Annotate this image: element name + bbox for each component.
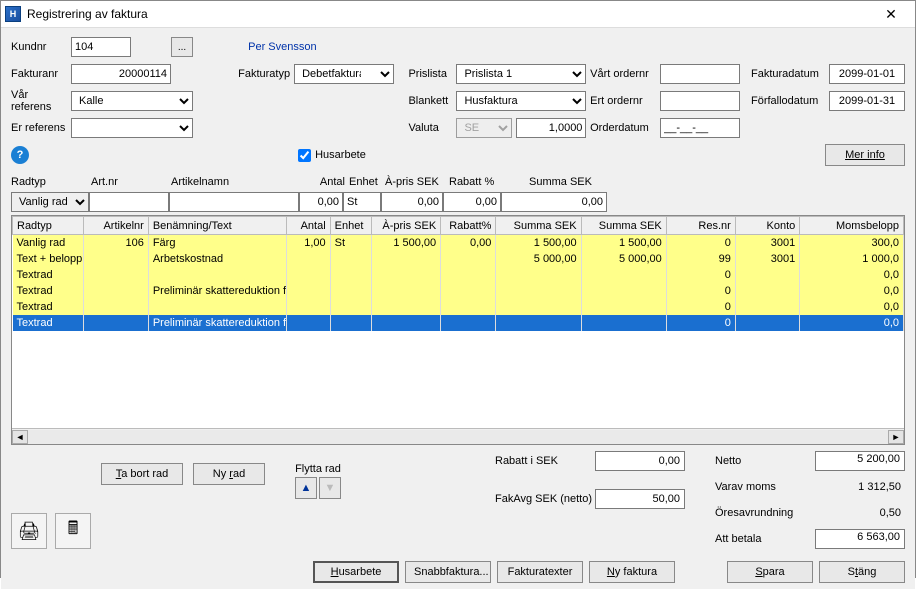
table-row[interactable]: TextradPreliminär skattereduktion f00,0 bbox=[13, 315, 904, 331]
entry-antal-label: Antal bbox=[301, 176, 345, 190]
varref-select[interactable]: Kalle bbox=[71, 91, 193, 111]
erref-select[interactable] bbox=[71, 118, 193, 138]
ta-bort-rad-button[interactable]: Ta bort rad bbox=[101, 463, 183, 485]
prislista-select[interactable]: Prislista 1 bbox=[456, 64, 586, 84]
entry-radtyp-label: Radtyp bbox=[11, 176, 91, 190]
ores-label: Öresavrundning bbox=[715, 507, 815, 519]
grid-header[interactable]: Summa SEK bbox=[581, 217, 666, 235]
fakturadatum-input[interactable] bbox=[829, 64, 905, 84]
move-up-button[interactable]: ▲ bbox=[295, 477, 317, 499]
netto-label: Netto bbox=[715, 455, 815, 467]
window-title: Registrering av faktura bbox=[27, 7, 871, 21]
entry-artnr-label: Art.nr bbox=[91, 176, 171, 190]
fakturanr-label: Fakturanr bbox=[11, 68, 71, 80]
grid-header[interactable]: Konto bbox=[735, 217, 799, 235]
move-down-button[interactable]: ▼ bbox=[319, 477, 341, 499]
fakavg-input[interactable] bbox=[595, 489, 685, 509]
forfallodatum-label: Förfallodatum bbox=[751, 95, 829, 107]
entry-rabatt-input[interactable] bbox=[443, 192, 501, 212]
table-row[interactable]: Textrad00,0 bbox=[13, 267, 904, 283]
entry-summa-input[interactable] bbox=[501, 192, 607, 212]
erref-label: Er referens bbox=[11, 122, 71, 134]
fakturadatum-label: Fakturadatum bbox=[751, 68, 829, 80]
flytta-label: Flytta rad bbox=[295, 463, 341, 475]
blankett-label: Blankett bbox=[408, 95, 456, 107]
grid-header[interactable]: Res.nr bbox=[666, 217, 735, 235]
husarbete-label: Husarbete bbox=[315, 149, 366, 161]
ny-rad-button[interactable]: Ny rad bbox=[193, 463, 265, 485]
spara-button[interactable]: Spara bbox=[727, 561, 813, 583]
moms-label: Varav moms bbox=[715, 481, 815, 493]
entry-artnr-input[interactable] bbox=[89, 192, 169, 212]
app-icon: H bbox=[5, 6, 21, 22]
close-icon[interactable]: ✕ bbox=[871, 1, 911, 27]
orderdatum-input[interactable] bbox=[660, 118, 740, 138]
blankett-select[interactable]: Husfaktura bbox=[456, 91, 586, 111]
entry-artikelnamn-input[interactable] bbox=[169, 192, 299, 212]
help-icon[interactable]: ? bbox=[11, 146, 29, 164]
vartorder-input[interactable] bbox=[660, 64, 740, 84]
mer-info-button[interactable]: Mer info bbox=[825, 144, 905, 166]
entry-rabatt-label: Rabatt % bbox=[449, 176, 509, 190]
grid-header[interactable]: Radtyp bbox=[13, 217, 84, 235]
varref-label: Vår referens bbox=[11, 89, 71, 113]
fakavg-label: FakAvg SEK (netto) bbox=[495, 493, 595, 505]
ny-faktura-button[interactable]: Ny faktura bbox=[589, 561, 675, 583]
valuta-label: Valuta bbox=[408, 122, 456, 134]
forfallodatum-input[interactable] bbox=[829, 91, 905, 111]
grid-header[interactable]: Antal bbox=[286, 217, 330, 235]
grid-header[interactable]: Benämning/Text bbox=[148, 217, 286, 235]
rabatt-sek-label: Rabatt i SEK bbox=[495, 455, 595, 467]
kundnr-input[interactable] bbox=[71, 37, 131, 57]
entry-summa-label: Summa SEK bbox=[509, 176, 599, 190]
table-row[interactable]: Text + beloppArbetskostnad5 000,005 000,… bbox=[13, 251, 904, 267]
grid-header[interactable]: Artikelnr bbox=[84, 217, 148, 235]
print-icon[interactable]: 🖨 bbox=[11, 513, 47, 549]
table-row[interactable]: Vanlig rad106Färg1,00St1 500,000,001 500… bbox=[13, 235, 904, 251]
grid-header[interactable]: Rabatt% bbox=[441, 217, 496, 235]
grid-scrollbar[interactable]: ◄ ► bbox=[12, 428, 904, 444]
invoice-lines-grid[interactable]: RadtypArtikelnrBenämning/TextAntalEnhetÀ… bbox=[12, 216, 904, 331]
fakturatyp-label: Fakturatyp bbox=[238, 68, 294, 80]
fakturatyp-select[interactable]: Debetfaktura bbox=[294, 64, 394, 84]
moms-value: 1 312,50 bbox=[815, 481, 905, 493]
entry-enhet-label: Enhet bbox=[345, 176, 385, 190]
vartorder-label: Vårt ordernr bbox=[590, 68, 660, 80]
ertorder-input[interactable] bbox=[660, 91, 740, 111]
fakturatexter-button[interactable]: Fakturatexter bbox=[497, 561, 583, 583]
entry-enhet-input[interactable] bbox=[343, 192, 381, 212]
grid-header[interactable]: Enhet bbox=[330, 217, 371, 235]
prislista-label: Prislista bbox=[408, 68, 456, 80]
valuta-select: SEK bbox=[456, 118, 512, 138]
calculator-icon[interactable]: 🖩 bbox=[55, 513, 91, 549]
entry-apris-label: À-pris SEK bbox=[385, 176, 449, 190]
kundnr-lookup-button[interactable]: ... bbox=[171, 37, 193, 57]
entry-artikelnamn-label: Artikelnamn bbox=[171, 176, 301, 190]
customer-name: Per Svensson bbox=[248, 41, 316, 53]
fakturanr-input[interactable] bbox=[71, 64, 171, 84]
grid-header[interactable]: Summa SEK bbox=[496, 217, 581, 235]
husarbete-checkbox[interactable] bbox=[298, 149, 311, 162]
entry-apris-input[interactable] bbox=[381, 192, 443, 212]
attbetala-value: 6 563,00 bbox=[815, 529, 905, 549]
netto-value: 5 200,00 bbox=[815, 451, 905, 471]
valuta-rate-input[interactable] bbox=[516, 118, 586, 138]
table-row[interactable]: Textrad00,0 bbox=[13, 299, 904, 315]
kundnr-label: Kundnr bbox=[11, 41, 71, 53]
ertorder-label: Ert ordernr bbox=[590, 95, 660, 107]
grid-header[interactable]: Momsbelopp bbox=[800, 217, 904, 235]
snabbfaktura-button[interactable]: Snabbfaktura... bbox=[405, 561, 491, 583]
husarbete-button[interactable]: Husarbete bbox=[313, 561, 399, 583]
entry-antal-input[interactable] bbox=[299, 192, 343, 212]
orderdatum-label: Orderdatum bbox=[590, 122, 660, 134]
grid-header[interactable]: À-pris SEK bbox=[372, 217, 441, 235]
stang-button[interactable]: Stäng bbox=[819, 561, 905, 583]
table-row[interactable]: TextradPreliminär skattereduktion f00,0 bbox=[13, 283, 904, 299]
scroll-right-icon[interactable]: ► bbox=[888, 430, 904, 444]
scroll-left-icon[interactable]: ◄ bbox=[12, 430, 28, 444]
attbetala-label: Att betala bbox=[715, 533, 815, 545]
rabatt-sek-input[interactable] bbox=[595, 451, 685, 471]
entry-radtyp-select[interactable]: Vanlig rad bbox=[11, 192, 89, 212]
ores-value: 0,50 bbox=[815, 507, 905, 519]
